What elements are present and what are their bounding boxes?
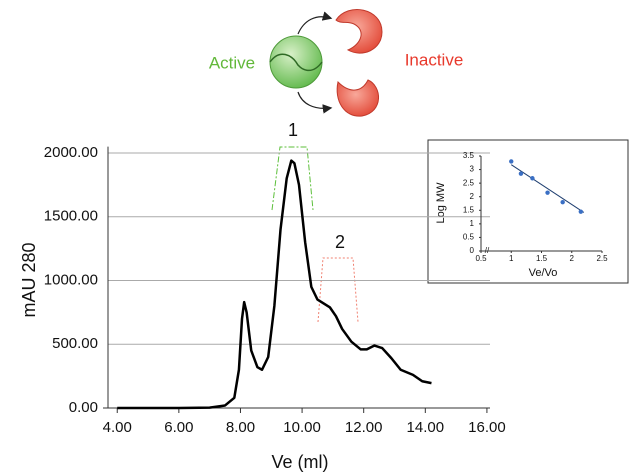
peak-label: 1 (288, 120, 298, 140)
y-tick-label: 1500.00 (44, 208, 98, 225)
inactive-protein (336, 79, 379, 117)
trendline (510, 164, 585, 213)
x-tick-label: 10.00 (283, 419, 321, 436)
x-tick-label: 16.00 (468, 419, 506, 436)
arrow (297, 91, 333, 114)
x-tick-label: 1 (509, 254, 514, 263)
point (560, 199, 565, 205)
active-interface (269, 53, 323, 72)
diagram: Active Inactive (209, 9, 464, 117)
y-tick-label: 1.5 (463, 205, 475, 214)
point (509, 159, 514, 164)
y-tick-label: 0.5 (463, 233, 475, 242)
x-tick-label: 2 (570, 254, 575, 263)
peak-bracket (317, 257, 359, 323)
active-label: Active (209, 53, 255, 72)
y-tick-label: 0.00 (69, 399, 98, 416)
x-tick-label: 2.5 (596, 254, 608, 263)
y-tick-label: 3.5 (463, 151, 475, 160)
y-tick-label: 1000.00 (44, 271, 98, 288)
peak-label: 2 (335, 232, 345, 252)
x-tick-label: 6.00 (164, 419, 193, 436)
arrow (297, 11, 333, 35)
point (518, 171, 524, 176)
y-tick-label: 2000.00 (44, 144, 98, 161)
x-tick-label: 0.5 (475, 254, 487, 263)
inactive-label: Inactive (405, 50, 464, 69)
point (530, 176, 535, 181)
x-tick-label: 12.00 (345, 419, 383, 436)
point (545, 190, 550, 195)
x-tick-label: 14.00 (407, 419, 445, 436)
x-axis-title: Ve (ml) (271, 452, 328, 472)
inset-x-title: Ve/Vo (529, 267, 558, 279)
y-tick-label: 2.5 (463, 178, 475, 187)
peak-bracket (271, 146, 314, 211)
y-axis-title: mAU 280 (19, 242, 39, 317)
line (117, 159, 432, 410)
x-tick-label: 8.00 (226, 419, 255, 436)
x-tick-label: 4.00 (103, 419, 132, 436)
y-tick-label: 3 (470, 165, 475, 174)
y-tick-label: 500.00 (52, 335, 98, 352)
y-tick-label: 0 (470, 246, 475, 255)
inactive-protein (335, 9, 383, 54)
point (578, 209, 584, 214)
y-tick-label: 1 (470, 219, 475, 228)
inset-frame (427, 139, 629, 284)
inset-y-title: Log MW (435, 182, 447, 224)
y-tick-label: 2 (470, 192, 475, 201)
x-tick-label: 1.5 (536, 254, 548, 263)
